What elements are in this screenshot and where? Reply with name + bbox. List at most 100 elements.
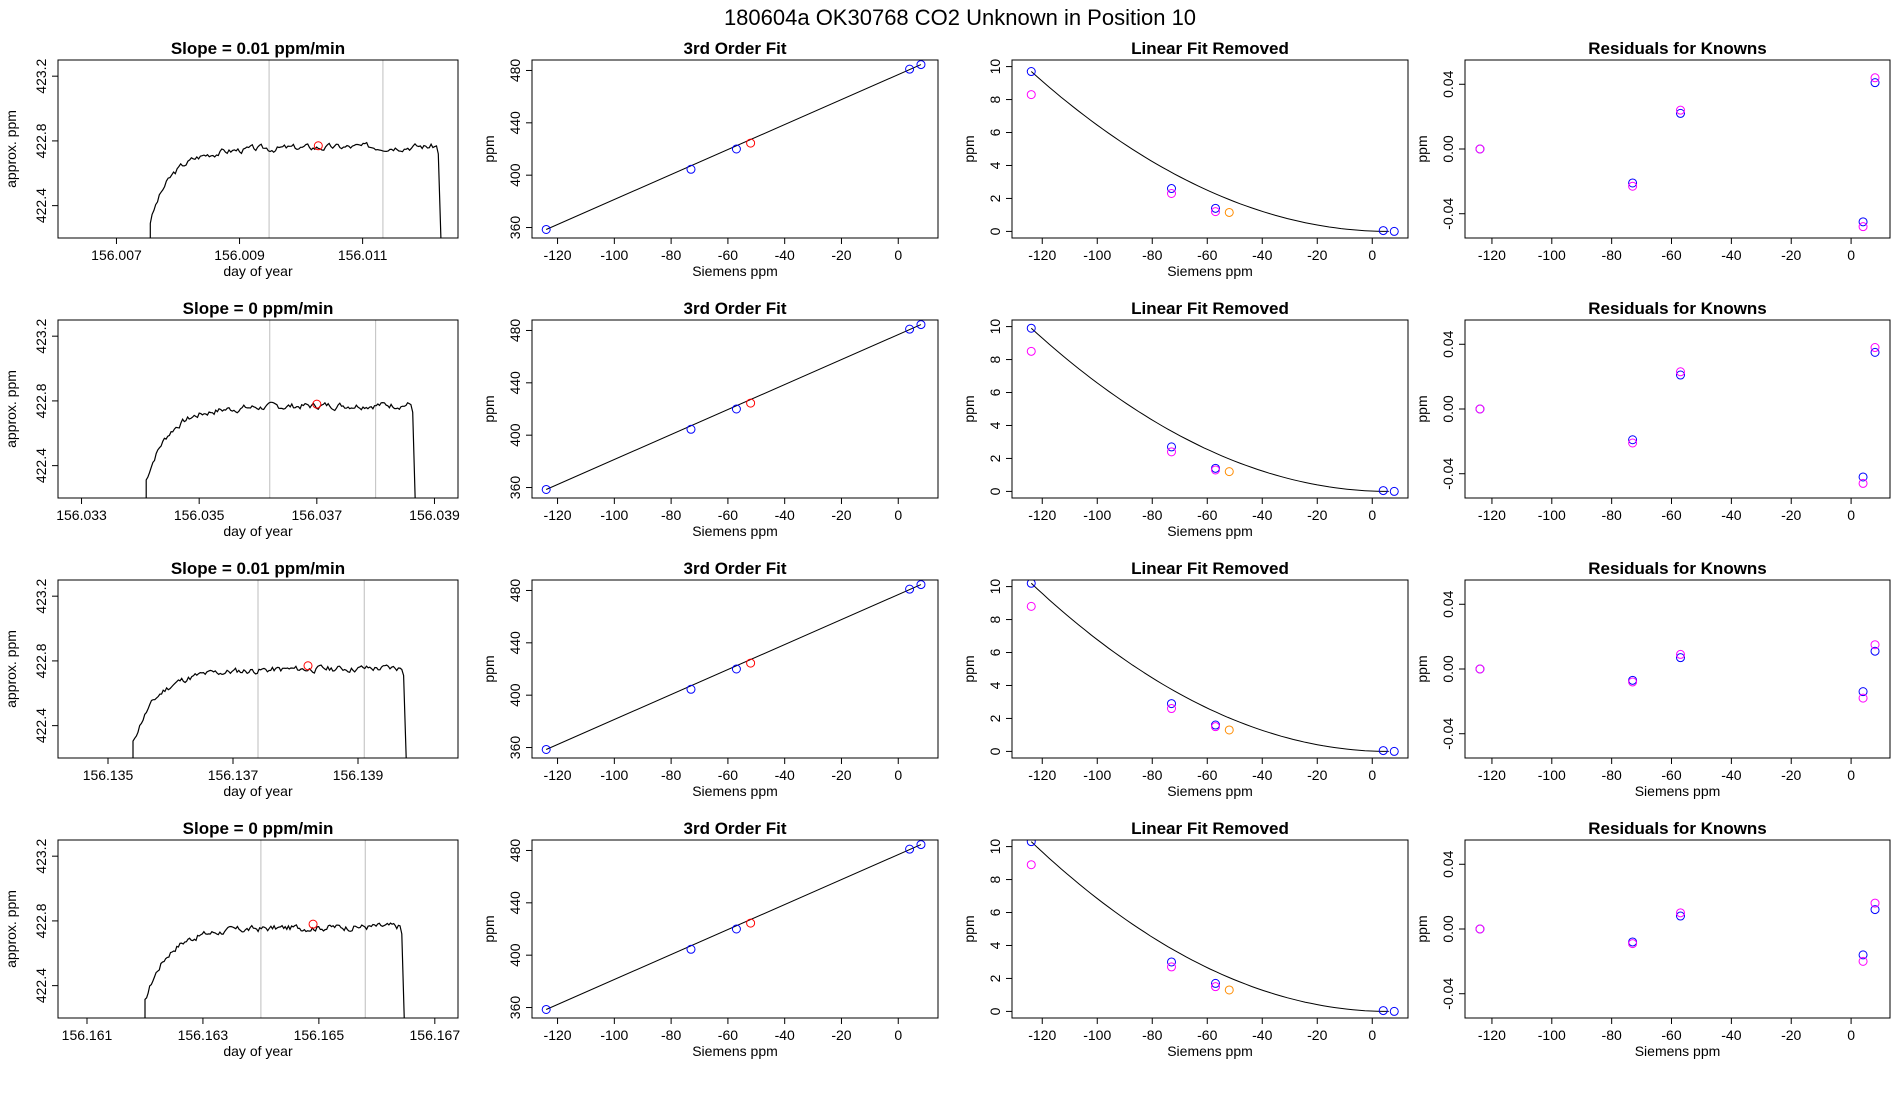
unknown-marker xyxy=(303,661,313,671)
data-point-knowns_alt xyxy=(1675,649,1685,659)
y-tick-label: -0.04 xyxy=(1440,978,1456,1010)
y-tick-label: 8 xyxy=(987,355,1003,363)
data-point-knowns xyxy=(1378,486,1388,496)
panel-r3-c1: Slope = 0.01 ppm/min 156.135 156.137 156.13… xyxy=(3,559,459,799)
data-point-unknown xyxy=(746,138,756,148)
y-tick-label: 360 xyxy=(507,216,523,240)
x-tick-label: 156.007 xyxy=(91,247,142,263)
data-point-knowns xyxy=(1026,67,1036,77)
x-tick-label: -40 xyxy=(1252,1027,1272,1043)
panel-r2-c4: Residuals for Knowns -120 -100 -80 -60 -40 -20… xyxy=(1414,299,1891,523)
data-point-knowns_alt xyxy=(1026,346,1036,356)
data-point-knowns_alt xyxy=(1211,465,1220,475)
y-tick-label: 0 xyxy=(987,227,1003,235)
y-axis-label: ppm xyxy=(481,395,497,422)
panel-title: Linear Fit Removed xyxy=(1131,299,1289,318)
plot-area xyxy=(1026,67,1399,236)
data-point-knowns xyxy=(1167,957,1176,967)
panel-title: Linear Fit Removed xyxy=(1131,559,1289,578)
data-point-knowns_alt xyxy=(1628,939,1638,949)
y-tick-label: 0.00 xyxy=(1440,915,1456,942)
plot-area xyxy=(1475,640,1880,703)
y-tick-label: 4 xyxy=(987,421,1003,429)
panel-title: 3rd Order Fit xyxy=(684,819,787,838)
x-tick-label: -120 xyxy=(1028,767,1056,783)
x-tick-label: -60 xyxy=(1197,507,1217,523)
data-point-knowns_alt xyxy=(1628,181,1638,191)
x-tick-label: 156.137 xyxy=(208,767,259,783)
plot-frame xyxy=(1011,579,1409,759)
x-tick-label: 0 xyxy=(1847,1027,1855,1043)
y-tick-label: -0.04 xyxy=(1440,458,1456,490)
x-tick-label: -40 xyxy=(775,507,795,523)
data-point-knowns xyxy=(905,64,915,74)
data-point-knowns xyxy=(731,924,741,934)
panel-r3-c3: Linear Fit Removed -120 -100 -80 -60 -40 -20 0 0… xyxy=(961,559,1409,799)
concentration-trace xyxy=(149,141,442,238)
y-tick-label: 8 xyxy=(987,95,1003,103)
x-tick-label: -80 xyxy=(661,507,681,523)
y-tick-label: 480 xyxy=(507,59,523,83)
x-tick-label: 156.039 xyxy=(409,507,460,523)
data-point-unknown xyxy=(1224,467,1234,477)
x-tick-label: -100 xyxy=(600,1027,628,1043)
plot-frame xyxy=(531,59,939,239)
x-tick-label: -40 xyxy=(775,1027,795,1043)
y-tick-label: 422.4 xyxy=(33,188,49,223)
y-tick-label: 422.8 xyxy=(33,643,49,678)
data-point-knowns_alt xyxy=(1026,601,1036,611)
data-point-knowns xyxy=(541,1004,551,1014)
y-tick-label: 440 xyxy=(507,111,523,135)
x-tick-label: -40 xyxy=(1252,247,1272,263)
y-tick-label: 0 xyxy=(987,747,1003,755)
y-axis-label: ppm xyxy=(1414,135,1430,162)
plot-area xyxy=(541,320,926,494)
x-tick-label: -40 xyxy=(1721,1027,1741,1043)
x-tick-label: 156.035 xyxy=(174,507,225,523)
x-tick-label: -20 xyxy=(831,507,851,523)
data-point-knowns_alt xyxy=(1211,207,1220,217)
data-point-knowns_alt xyxy=(1870,898,1880,908)
data-point-knowns xyxy=(1026,323,1036,333)
plot-frame xyxy=(57,839,459,1019)
y-tick-label: 423.2 xyxy=(33,58,49,93)
data-point-knowns xyxy=(1389,1006,1399,1016)
data-point-unknown xyxy=(1224,725,1234,735)
panel-title: Residuals for Knowns xyxy=(1588,39,1767,58)
panel-title: Slope = 0 ppm/min xyxy=(183,819,334,838)
y-axis-label: ppm xyxy=(481,135,497,162)
panel-title: Residuals for Knowns xyxy=(1588,559,1767,578)
data-point-knowns_alt xyxy=(1870,73,1880,83)
plot-frame xyxy=(1464,579,1891,759)
y-tick-label: 4 xyxy=(987,681,1003,689)
x-tick-label: -40 xyxy=(1252,507,1272,523)
panel-r1-c2: 3rd Order Fit -120 -100 -80 -60 -40 -20 0 360 400… xyxy=(481,39,939,279)
x-axis-label: Siemens ppm xyxy=(692,523,778,539)
panel-title: Slope = 0 ppm/min xyxy=(183,299,334,318)
data-point-unknown xyxy=(746,658,756,668)
plot-frame xyxy=(57,579,459,759)
x-tick-label: -80 xyxy=(1602,1027,1622,1043)
panel-r4-c2: 3rd Order Fit -120 -100 -80 -60 -40 -20 0 360 400… xyxy=(481,819,939,1059)
plot-frame xyxy=(1011,319,1409,499)
figure-title: 180604a OK30768 CO2 Unknown in Position … xyxy=(724,5,1196,30)
plot-area xyxy=(145,320,416,498)
x-tick-label: -100 xyxy=(1538,1027,1566,1043)
x-tick-label: -80 xyxy=(661,247,681,263)
y-tick-label: 422.4 xyxy=(33,448,49,483)
y-tick-label: 8 xyxy=(987,875,1003,883)
x-tick-label: -120 xyxy=(544,247,572,263)
data-point-knowns_alt xyxy=(1211,982,1220,992)
plot-frame xyxy=(531,319,939,499)
data-point-knowns_alt xyxy=(1026,860,1036,870)
x-tick-label: -60 xyxy=(1197,767,1217,783)
y-tick-label: 423.2 xyxy=(33,838,49,873)
panels-grid: Slope = 0.01 ppm/min 156.007 156.009 156.01… xyxy=(3,39,1891,1059)
y-tick-label: 422.8 xyxy=(33,383,49,418)
panel-r1-c4: Residuals for Knowns -120 -100 -80 -60 -40 -20… xyxy=(1414,39,1891,263)
x-tick-label: -80 xyxy=(1142,507,1162,523)
y-tick-label: 10 xyxy=(987,579,1003,595)
y-axis-label: ppm xyxy=(481,655,497,682)
data-point-knowns xyxy=(1026,580,1036,588)
fit-line xyxy=(545,584,922,750)
